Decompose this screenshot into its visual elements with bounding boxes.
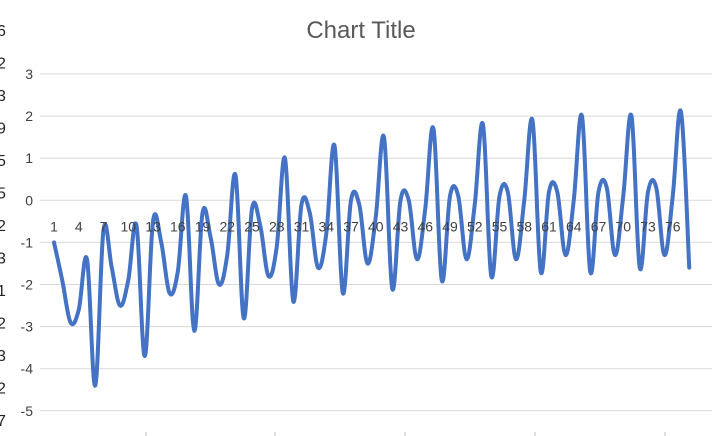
grid-layer	[40, 73, 712, 412]
x-tick-label: 40	[368, 218, 384, 234]
x-tick-label: 31	[294, 218, 310, 234]
x-tick-label: 10	[120, 218, 136, 234]
x-tick-label: 16	[170, 218, 186, 234]
y-tick-label: 3	[25, 66, 33, 82]
y-tick-label: -3	[21, 319, 34, 335]
series-line	[52, 108, 692, 388]
edge-glyph: 3	[0, 251, 6, 268]
edge-glyph: 5	[0, 153, 6, 170]
x-tick-label: 4	[75, 218, 83, 234]
x-tick-label: 37	[343, 218, 359, 234]
edge-glyph: 2	[0, 56, 6, 73]
edge-glyph: 2	[0, 381, 6, 398]
left-edge-glyphs: 6 2 3 9 5 5 2 3 1 2 3 2 7	[0, 23, 6, 430]
y-tick-label: -1	[21, 234, 34, 250]
x-tick-label: 67	[591, 218, 607, 234]
y-tick-label: 0	[25, 192, 33, 208]
x-tick-label: 46	[417, 218, 433, 234]
x-tick-label: 13	[145, 218, 161, 234]
y-tick-label: -2	[21, 277, 34, 293]
bottom-axis-ticks	[145, 432, 666, 436]
y-tick-label: -5	[21, 403, 34, 419]
x-tick-label: 1	[50, 218, 58, 234]
x-tick-label: 64	[566, 218, 582, 234]
x-tick-label: 70	[615, 218, 631, 234]
x-tick-label: 28	[269, 218, 285, 234]
x-tick-label: 7	[100, 218, 108, 234]
x-tick-label: 55	[492, 218, 508, 234]
chart-title: Chart Title	[306, 17, 416, 44]
edge-glyph: 3	[0, 88, 6, 105]
y-tick-label: -4	[21, 361, 34, 377]
y-tick-label: 1	[25, 150, 33, 166]
edge-glyph: 2	[0, 316, 6, 333]
edge-glyph: 9	[0, 121, 6, 138]
edge-glyph: 6	[0, 23, 6, 40]
x-axis-tick-labels: 1 4 7 10 13 16 19 22 25 28 31 34 37 40 43 46 49 52 55 58 61 6…	[50, 218, 681, 234]
x-tick-label: 73	[640, 218, 656, 234]
x-tick-label: 61	[541, 218, 557, 234]
x-tick-label: 25	[244, 218, 260, 234]
x-tick-label: 58	[516, 218, 532, 234]
series-layer	[52, 108, 692, 388]
x-tick-label: 52	[467, 218, 483, 234]
x-tick-label: 76	[665, 218, 681, 234]
x-tick-label: 34	[318, 218, 334, 234]
x-tick-label: 43	[393, 218, 409, 234]
x-tick-label: 19	[195, 218, 211, 234]
x-tick-label: 22	[219, 218, 235, 234]
y-tick-label: 2	[25, 108, 33, 124]
edge-glyph: 3	[0, 348, 6, 365]
edge-glyph: 1	[0, 283, 6, 300]
y-axis-tick-labels: 3 2 1 0 -1 -2 -3 -4 -5	[21, 66, 34, 419]
edge-glyph: 5	[0, 186, 6, 203]
edge-glyph: 2	[0, 218, 6, 235]
x-tick-label: 49	[442, 218, 458, 234]
edge-glyph: 7	[0, 413, 6, 430]
